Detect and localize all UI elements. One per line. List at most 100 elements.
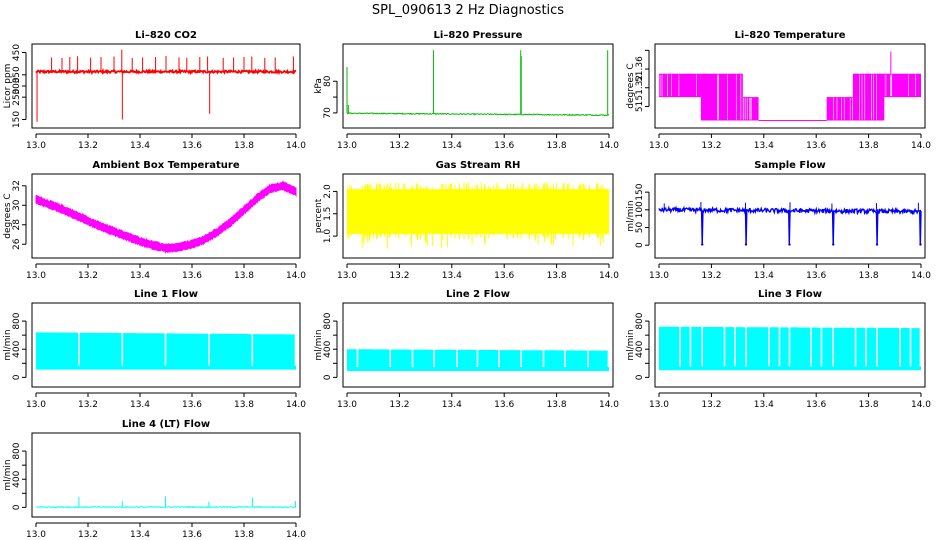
series-line: [35, 505, 297, 509]
y-tick-label: 51: [635, 101, 645, 112]
plot-frame: [342, 43, 614, 129]
x-axis: 13.0 13.2 13.4 13.6 13.8 14.0: [649, 263, 931, 281]
level-band: [826, 97, 853, 121]
x-tick-label: 13.8: [859, 400, 879, 410]
x-tick-label: 14.0: [911, 400, 931, 410]
panel-title: Li–820 Pressure: [434, 30, 523, 41]
y-axis-label: Licor ppm: [3, 64, 13, 109]
y-axis-label: ml/min: [3, 329, 13, 360]
y-axis-label: ml/min: [626, 200, 636, 231]
x-axis: 13.0 13.2 13.4 13.6 13.8 14.0: [649, 392, 931, 410]
y-tick-label: 800: [12, 442, 22, 459]
y-tick-label: 50: [635, 221, 645, 233]
y-tick-label: 0: [12, 504, 22, 510]
x-tick-label: 14.0: [599, 271, 619, 281]
plot-frame: [654, 302, 926, 388]
y-tick-label: 400: [12, 470, 22, 487]
level-band: [852, 73, 885, 121]
series: [659, 51, 921, 121]
panel-title: Gas Stream RH: [436, 160, 521, 171]
x-tick-label: 13.0: [649, 141, 669, 151]
x-tick-label: 13.6: [806, 271, 826, 281]
x-tick-label: 13.4: [754, 271, 774, 281]
x-axis: 13.0 13.2 13.4 13.6 13.8 14.0: [26, 133, 306, 151]
panel-line-2-flow: Line 2 Flow ml/min 13.0 13.2 13.4 13.6 13.8 14.…: [314, 289, 619, 410]
y-axis-label: ml/min: [626, 329, 636, 360]
x-tick-label: 13.6: [494, 400, 514, 410]
y-axis: 0 400 800: [635, 312, 650, 380]
series: [346, 50, 610, 117]
panel-sample-flow: Sample Flow ml/min 13.0 13.2 13.4 13.6 13.8 14.…: [626, 160, 931, 281]
plot-frame: [31, 302, 301, 388]
y-axis-label: degrees C: [626, 63, 636, 108]
y-axis: 26 28 30 32: [12, 180, 27, 250]
x-tick-label: 13.8: [234, 400, 254, 410]
panel-title: Li–820 CO2: [135, 30, 197, 41]
x-tick-label: 14.0: [286, 530, 306, 540]
plot-frame: [31, 432, 301, 518]
series: [347, 348, 610, 371]
x-tick-label: 13.2: [78, 530, 98, 540]
series-line: [658, 205, 922, 245]
x-tick-label: 13.6: [806, 141, 826, 151]
x-axis: 13.0 13.2 13.4 13.6 13.8 14.0: [649, 133, 931, 151]
x-axis: 13.0 13.2 13.4 13.6 13.8 14.0: [337, 133, 619, 151]
plot-frame: [342, 302, 614, 388]
y-tick-label: 70: [323, 107, 333, 119]
series: [347, 182, 609, 249]
x-tick-label: 13.0: [337, 400, 357, 410]
x-tick-label: 13.4: [754, 400, 774, 410]
y-tick-label: 32: [12, 180, 22, 191]
plot-frame: [654, 43, 926, 129]
y-tick-label: 30: [12, 199, 22, 211]
x-tick-label: 13.6: [494, 141, 514, 151]
panel-title: Line 2 Flow: [446, 289, 510, 300]
x-tick-label: 13.8: [234, 530, 254, 540]
x-tick-label: 14.0: [599, 141, 619, 151]
panel-ambient-box-temperature: Ambient Box Temperature degrees C 13.0 13.2…: [3, 160, 306, 281]
drop-point: [701, 243, 704, 246]
x-axis: 13.0 13.2 13.4 13.6 13.8 14.0: [26, 263, 306, 281]
y-tick-label: 350: [12, 66, 22, 83]
x-tick-label: 13.4: [754, 141, 774, 151]
y-axis: 0 400 800: [323, 312, 338, 380]
series: [36, 331, 297, 370]
y-tick-label: 400: [12, 340, 22, 357]
panel-title: Line 4 (LT) Flow: [122, 419, 210, 430]
drop-point: [744, 243, 748, 246]
y-tick-label: 300: [12, 77, 22, 94]
rh-band: [347, 189, 609, 234]
x-tick-label: 13.4: [130, 400, 150, 410]
plot-frame: [654, 173, 926, 259]
y-axis: 0 400 800: [12, 312, 27, 380]
x-tick-label: 14.0: [599, 400, 619, 410]
x-tick-label: 13.2: [78, 400, 98, 410]
x-tick-label: 13.8: [547, 400, 567, 410]
x-tick-label: 13.4: [442, 400, 462, 410]
y-axis: 1.0 1.5 2.0: [323, 184, 338, 243]
x-tick-label: 14.0: [911, 271, 931, 281]
x-tick-label: 13.0: [26, 271, 46, 281]
y-axis: 0 400 800: [12, 442, 27, 510]
drop-point: [875, 243, 879, 246]
y-tick-label: 26: [12, 238, 22, 250]
series: [35, 49, 297, 122]
x-tick-label: 13.2: [389, 400, 409, 410]
x-tick-label: 14.0: [286, 400, 306, 410]
panel-title: Sample Flow: [754, 160, 826, 171]
panel-li-820-co2: Li–820 CO2 Licor ppm 13.0 13.2 13.4 13.6 13.8 1…: [3, 30, 306, 151]
x-tick-label: 13.0: [337, 141, 357, 151]
y-tick-label: 100: [635, 201, 645, 218]
y-tick-label: 400: [323, 340, 333, 357]
y-axis-label: ml/min: [3, 459, 13, 490]
x-tick-label: 13.8: [547, 141, 567, 151]
panel-line-3-flow: Line 3 Flow ml/min 13.0 13.2 13.4 13.6 13.8 14.…: [626, 289, 931, 410]
x-tick-label: 13.0: [26, 530, 46, 540]
y-axis-label: ml/min: [314, 329, 324, 360]
series: [35, 180, 297, 254]
y-tick-label: 0: [635, 242, 645, 248]
